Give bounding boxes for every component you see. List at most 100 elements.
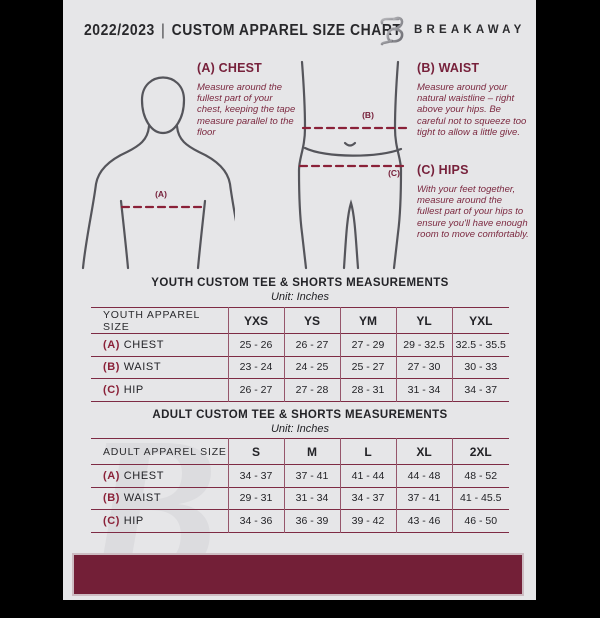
adult-size-label: ADULT APPAREL SIZE <box>103 445 227 458</box>
youth-size-table: YOUTH APPAREL SIZE YXS YS YM YL YXL (A) … <box>91 307 509 402</box>
youth-chest-ym: 27 - 29 <box>339 333 396 356</box>
adult-chest-2xl: 48 - 52 <box>451 464 509 487</box>
breakaway-b-logo-icon <box>380 16 404 46</box>
size-chart-document: B 2022/2023 | CUSTOM APPAREL SIZE CHART <box>63 0 536 608</box>
adult-hip-2xl: 46 - 50 <box>451 509 509 532</box>
document-page: B 2022/2023 | CUSTOM APPAREL SIZE CHART <box>63 0 536 608</box>
youth-size-ys: YS <box>283 307 340 334</box>
row-label: CHEST <box>123 469 165 482</box>
chest-guide-body: Measure around the fullest part of your … <box>197 82 296 138</box>
youth-hip-row: (C) HIP 26 - 27 27 - 28 28 - 31 31 - 34 … <box>91 378 509 401</box>
youth-chest-yxs: 25 - 26 <box>227 333 284 356</box>
lower-body-figure <box>297 60 411 270</box>
head-outline <box>140 76 186 135</box>
hips-guide-body: With your feet together, measure around … <box>417 184 529 240</box>
row-prefix: (B) <box>103 361 121 374</box>
youth-waist-ym: 25 - 27 <box>339 356 396 379</box>
youth-chest-ys: 26 - 27 <box>283 333 340 356</box>
row-label: WAIST <box>123 492 162 505</box>
youth-waist-ys: 24 - 25 <box>283 356 340 379</box>
adult-table-unit: Unit: Inches <box>270 423 330 435</box>
adult-chest-s: 34 - 37 <box>227 464 284 487</box>
youth-table-unit: Unit: Inches <box>270 291 330 303</box>
youth-waist-row: (B) WAIST 23 - 24 24 - 25 25 - 27 27 - 3… <box>91 356 509 379</box>
youth-chest-yl: 29 - 32.5 <box>395 333 452 356</box>
youth-hip-yxl: 34 - 37 <box>451 378 509 401</box>
adult-size-xl: XL <box>395 438 452 465</box>
row-label: HIP <box>123 514 144 527</box>
adult-waist-s: 29 - 31 <box>227 487 284 510</box>
right-shoulder-arm <box>175 124 235 222</box>
youth-size-yxs: YXS <box>227 307 284 334</box>
adult-hip-s: 34 - 36 <box>227 509 284 532</box>
waist-guide-body: Measure around your natural waistline – … <box>417 82 527 138</box>
doc-title-year: 2022/2023 <box>84 22 155 39</box>
youth-size-label: YOUTH APPAREL SIZE <box>103 308 200 333</box>
navel-mark <box>343 141 357 147</box>
chest-guide-heading: (A) CHEST <box>197 61 262 75</box>
adult-size-s: S <box>227 438 284 465</box>
row-prefix: (A) <box>103 338 121 351</box>
adult-waist-l: 34 - 37 <box>339 487 396 510</box>
brand-lockup: BREAKAWAY <box>379 14 526 46</box>
waist-guide-heading: (B) WAIST <box>417 61 480 75</box>
youth-table-title: YOUTH CUSTOM TEE & SHORTS MEASUREMENTS <box>151 277 449 289</box>
youth-waist-yxs: 23 - 24 <box>227 356 284 379</box>
adult-hip-row: (C) HIP 34 - 36 36 - 39 39 - 42 43 - 46 … <box>91 509 509 532</box>
adult-hip-l: 39 - 42 <box>339 509 396 532</box>
youth-size-ym: YM <box>339 307 396 334</box>
row-prefix: (B) <box>103 492 121 505</box>
doc-title-text: CUSTOM APPAREL SIZE CHART <box>171 22 402 39</box>
chest-guide: (A) CHEST Measure around the fullest par… <box>197 61 299 138</box>
adult-size-table: ADULT APPAREL SIZE S M L XL 2XL (A) CHES… <box>91 438 509 533</box>
right-inner-arm <box>196 199 207 270</box>
adult-header-row: ADULT APPAREL SIZE S M L XL 2XL <box>91 438 509 465</box>
waist-guide: (B) WAIST Measure around your natural wa… <box>417 61 527 138</box>
adult-size-m: M <box>283 438 340 465</box>
adult-waist-row: (B) WAIST 29 - 31 31 - 34 34 - 37 37 - 4… <box>91 487 509 510</box>
hips-guide-heading: (C) HIPS <box>417 163 469 177</box>
youth-waist-yl: 27 - 30 <box>395 356 452 379</box>
adult-size-2xl: 2XL <box>451 438 509 465</box>
adult-table-title: ADULT CUSTOM TEE & SHORTS MEASUREMENTS <box>152 409 448 421</box>
adult-waist-xl: 37 - 41 <box>395 487 452 510</box>
adult-chest-row: (A) CHEST 34 - 37 37 - 41 41 - 44 44 - 4… <box>91 464 509 487</box>
adult-waist-2xl: 41 - 45.5 <box>451 487 509 510</box>
hip-curve <box>303 146 403 157</box>
row-label: HIP <box>123 383 144 396</box>
youth-hip-ys: 27 - 28 <box>283 378 340 401</box>
left-body-outline <box>297 60 308 270</box>
adult-chest-l: 41 - 44 <box>339 464 396 487</box>
adult-chest-m: 37 - 41 <box>283 464 340 487</box>
footer-accent-bar <box>72 553 524 596</box>
youth-size-yxl: YXL <box>451 307 509 334</box>
waist-marker-label: (B) <box>362 110 374 120</box>
adult-chest-xl: 44 - 48 <box>395 464 452 487</box>
youth-hip-yxs: 26 - 27 <box>227 378 284 401</box>
youth-waist-yxl: 30 - 33 <box>451 356 509 379</box>
hips-marker-label: (C) <box>388 168 400 178</box>
adult-hip-xl: 43 - 46 <box>395 509 452 532</box>
youth-header-row: YOUTH APPAREL SIZE YXS YS YM YL YXL <box>91 307 509 334</box>
left-shoulder-arm <box>81 124 151 270</box>
inner-legs <box>342 199 360 270</box>
right-body-outline <box>392 60 403 270</box>
torso-figure <box>81 76 235 270</box>
row-label: WAIST <box>123 361 162 374</box>
youth-chest-row: (A) CHEST 25 - 26 26 - 27 27 - 29 29 - 3… <box>91 333 509 356</box>
row-prefix: (C) <box>103 514 121 527</box>
hips-guide: (C) HIPS With your feet together, measur… <box>417 163 529 240</box>
row-prefix: (A) <box>103 469 121 482</box>
document-title: 2022/2023 | CUSTOM APPAREL SIZE CHART <box>84 22 402 40</box>
adult-hip-m: 36 - 39 <box>283 509 340 532</box>
youth-hip-yl: 31 - 34 <box>395 378 452 401</box>
youth-hip-ym: 28 - 31 <box>339 378 396 401</box>
chest-marker-label: (A) <box>155 189 167 199</box>
doc-title-separator: | <box>161 22 166 39</box>
youth-chest-yxl: 32.5 - 35.5 <box>451 333 509 356</box>
youth-size-yl: YL <box>395 307 452 334</box>
adult-size-l: L <box>339 438 396 465</box>
adult-waist-m: 31 - 34 <box>283 487 340 510</box>
left-inner-arm <box>119 199 130 270</box>
row-prefix: (C) <box>103 383 121 396</box>
